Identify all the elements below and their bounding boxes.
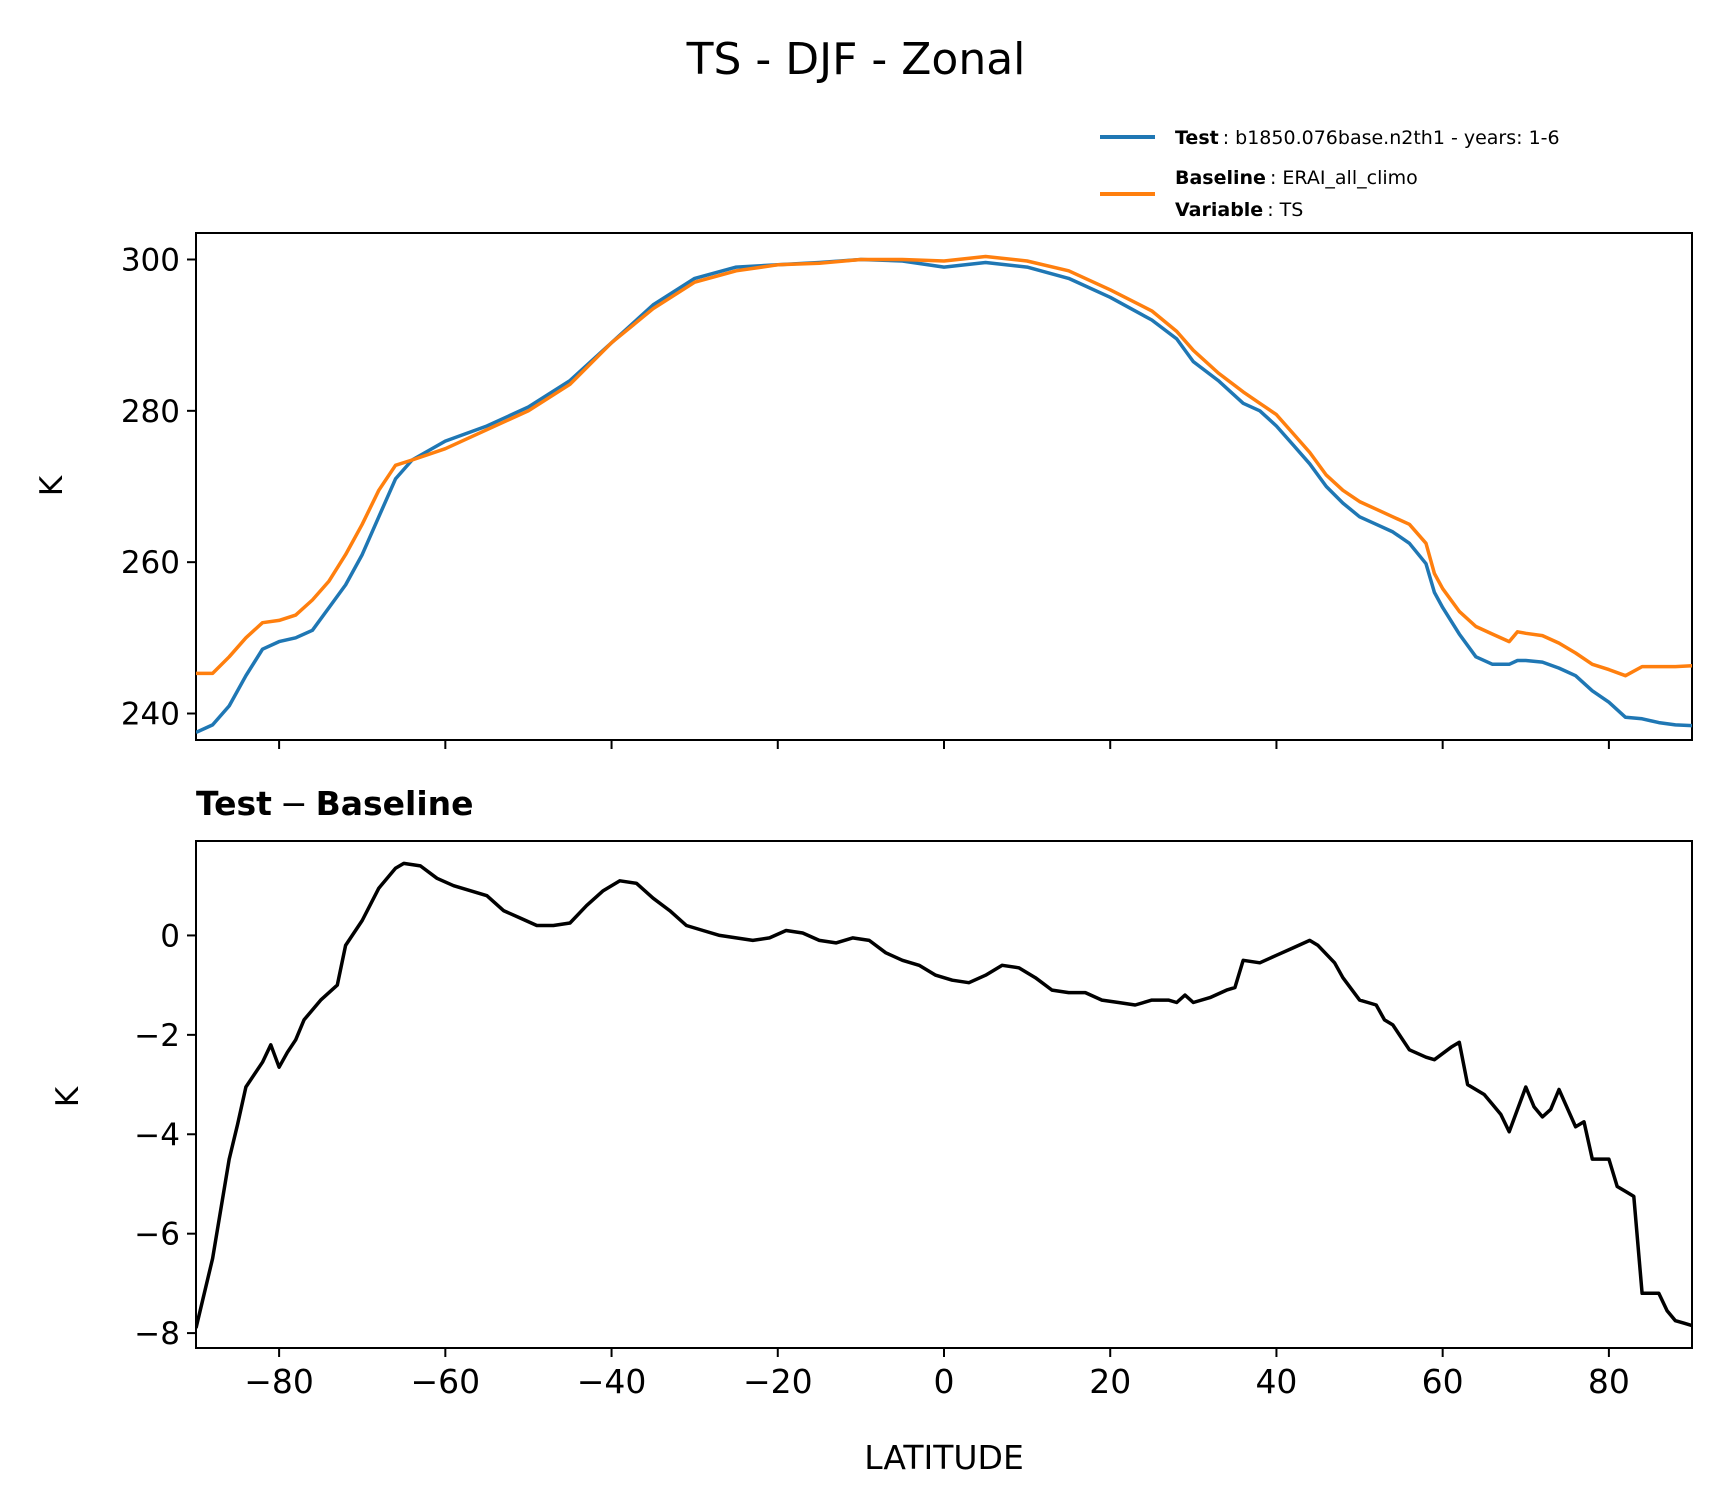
bottom-y-ticks: −8 −6 −4 −2 0 xyxy=(134,918,196,1352)
bottom-title-left: Test xyxy=(196,784,272,823)
y-tick-label: −4 xyxy=(134,1117,180,1153)
bottom-axes: Test − Baseline −8−6−4−20 −80 −60 −40 −20 0 20 4… xyxy=(50,784,1693,1477)
x-tick-label: 0 xyxy=(934,1362,955,1401)
top-y-ticks: 240 260 280 300 xyxy=(121,242,196,733)
y-tick-label: −2 xyxy=(134,1018,180,1054)
bottom-y-axis-label: K xyxy=(50,1086,86,1107)
legend-baseline-key: Baseline xyxy=(1175,167,1266,189)
x-tick-label: 40 xyxy=(1255,1362,1297,1401)
x-tick-label: −80 xyxy=(244,1362,314,1401)
legend-baseline-value: : ERAI_all_climo xyxy=(1270,167,1418,189)
x-tick-label: 20 xyxy=(1089,1362,1131,1401)
top-axes: 240 260 280 300 K xyxy=(34,232,1693,749)
legend-variable-value: : TS xyxy=(1267,199,1303,221)
bottom-title-op: − xyxy=(280,784,308,823)
y-tick-label: −6 xyxy=(134,1217,180,1253)
bottom-axes-frame xyxy=(195,840,1693,1349)
top-y-axis-label: K xyxy=(34,475,70,496)
top-series xyxy=(196,254,1692,734)
svg-text:Test: b1850.076base.n2th1 - ye: Test: b1850.076base.n2th1 - years: 1-6 xyxy=(1175,127,1560,149)
bottom-series xyxy=(196,861,1692,1329)
y-tick-label: 240 xyxy=(121,697,180,733)
legend-test-key: Test xyxy=(1175,127,1219,149)
svg-text:Baseline: ERAI_all_climo: Baseline: ERAI_all_climo xyxy=(1175,167,1418,189)
bottom-axes-title: Test − Baseline xyxy=(196,784,474,823)
series-line-test xyxy=(196,257,1692,734)
y-tick-label: 260 xyxy=(121,545,180,581)
top-x-ticks xyxy=(278,740,1610,749)
bottom-x-axis-label: LATITUDE xyxy=(864,1438,1024,1477)
figure-title: TS - DJF - Zonal xyxy=(686,34,1026,85)
svg-text:Variable: TS: Variable: TS xyxy=(1175,199,1303,221)
legend-variable-key: Variable xyxy=(1175,199,1263,221)
series-line-test-baseline xyxy=(196,861,1692,1329)
x-tick-label: −60 xyxy=(411,1362,481,1401)
bottom-title-right: Baseline xyxy=(316,784,474,823)
y-tick-label: −8 xyxy=(134,1316,180,1352)
legend-test-value: : b1850.076base.n2th1 - years: 1-6 xyxy=(1223,127,1560,149)
x-tick-label: −20 xyxy=(743,1362,813,1401)
y-tick-label: 300 xyxy=(121,242,180,278)
y-tick-label: 280 xyxy=(121,394,180,430)
bottom-x-ticks: −80 −60 −40 −20 0 20 40 60 80 xyxy=(244,1348,1630,1401)
y-tick-label: 0 xyxy=(160,918,180,954)
x-tick-label: 80 xyxy=(1588,1362,1630,1401)
x-tick-label: 60 xyxy=(1422,1362,1464,1401)
x-tick-label: −40 xyxy=(577,1362,647,1401)
series-line-baseline xyxy=(196,254,1692,678)
top-axes-frame xyxy=(195,232,1693,741)
legend: Test: b1850.076base.n2th1 - years: 1-6 B… xyxy=(1100,127,1560,221)
